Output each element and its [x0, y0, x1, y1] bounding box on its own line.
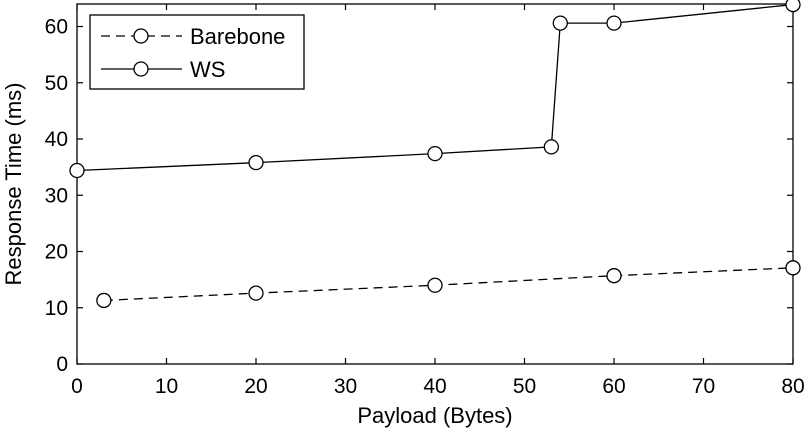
legend-box: [89, 14, 305, 90]
y-tick-label: 10: [45, 297, 68, 320]
x-tick-label: 80: [781, 375, 804, 398]
y-tick-label: 20: [45, 241, 68, 264]
x-tick-label: 40: [423, 375, 446, 398]
y-axis-title: Response Time (ms): [1, 83, 26, 286]
x-tick-label: 10: [155, 375, 178, 398]
x-axis-title: Payload (Bytes): [357, 403, 512, 428]
legend-marker-barebone: [133, 28, 149, 44]
data-point-ws: [543, 139, 559, 155]
x-tick-label: 60: [602, 375, 625, 398]
y-tick-label: 60: [45, 16, 68, 39]
data-point-ws: [427, 145, 443, 162]
y-tick-label: 40: [45, 128, 68, 151]
series-barebone: [96, 260, 801, 309]
y-tick-label: 0: [56, 353, 68, 376]
x-tick-label: 50: [513, 375, 536, 398]
y-axis: 0 10 20 30 40 50 60: [45, 16, 793, 376]
legend-label-ws: WS: [190, 57, 225, 82]
data-point-ws: [552, 15, 568, 31]
data-point-barebone: [96, 292, 112, 309]
y-tick-label: 30: [45, 184, 68, 207]
data-point-barebone: [248, 285, 264, 301]
series-layer: [69, 0, 801, 309]
data-point-ws: [248, 154, 264, 171]
legend-marker-ws: [133, 61, 149, 77]
legend-label-barebone: Barebone: [190, 24, 285, 49]
data-point-barebone: [606, 268, 622, 284]
y-tick-label: 50: [45, 72, 68, 95]
data-point-ws: [69, 162, 85, 179]
series-ws: [69, 0, 801, 179]
x-tick-label: 20: [244, 375, 267, 398]
data-point-barebone: [427, 277, 443, 293]
legend: Barebone WS: [89, 14, 305, 90]
x-axis: 0 10 20 30 40 50 60 70 80: [71, 4, 805, 398]
data-point-ws: [606, 15, 622, 31]
data-point-barebone: [785, 260, 801, 276]
x-tick-label: 30: [334, 375, 357, 398]
x-tick-label: 70: [692, 375, 715, 398]
data-point-ws: [785, 0, 801, 13]
x-tick-label: 0: [71, 375, 83, 398]
